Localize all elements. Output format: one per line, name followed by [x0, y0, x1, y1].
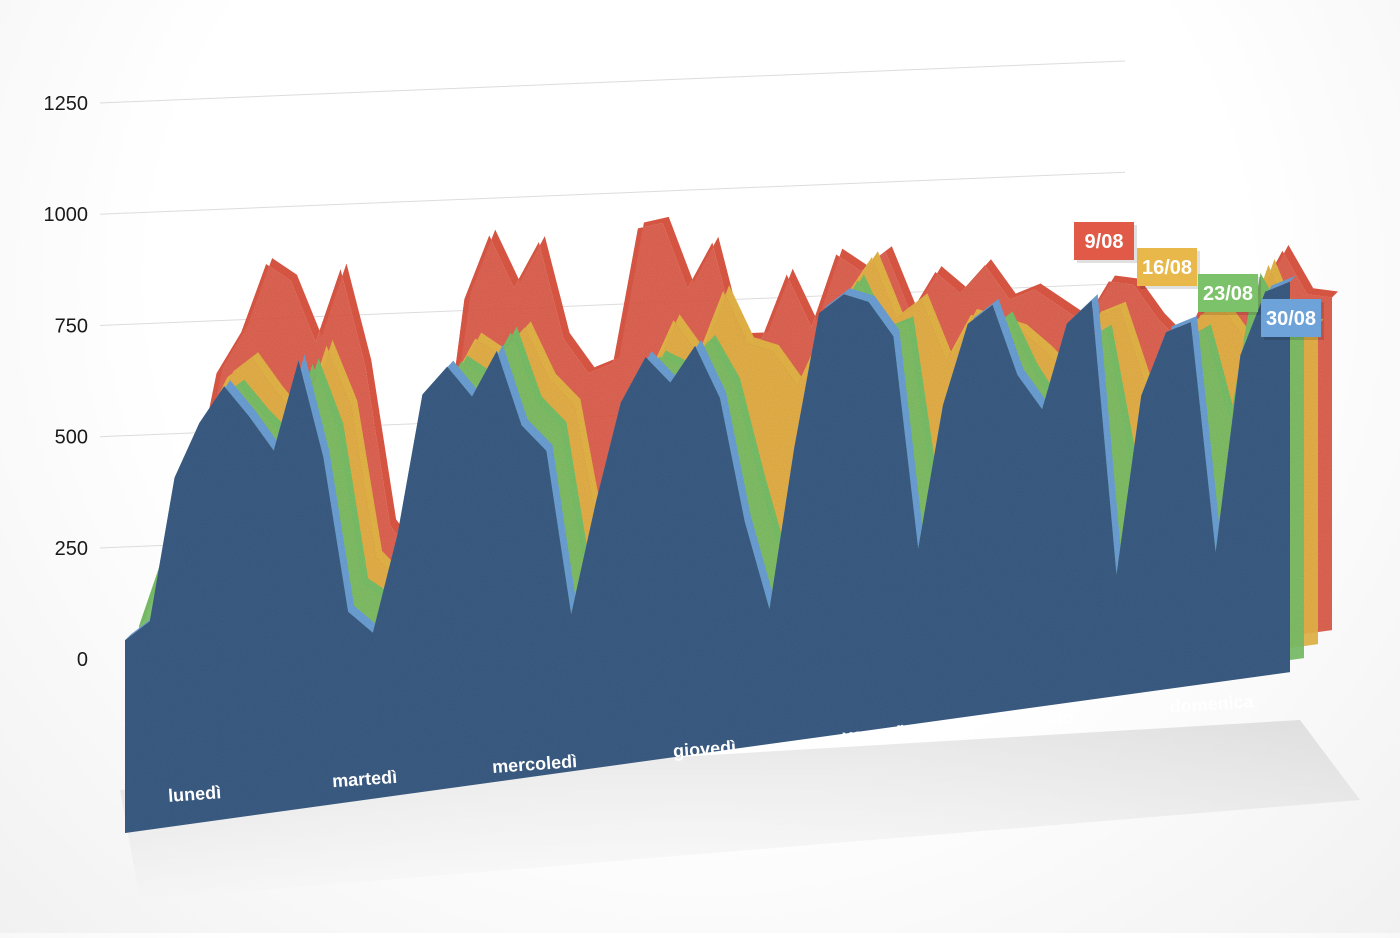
x-tick-label: martedì	[331, 767, 397, 791]
x-tick-label: domenica	[1169, 691, 1255, 717]
gridline	[99, 60, 1126, 104]
legend-swatch	[1074, 222, 1134, 260]
y-tick-label: 750	[55, 315, 88, 337]
y-tick-label: 1000	[44, 204, 89, 226]
legend-swatch	[1198, 274, 1258, 312]
y-tick-label: 1250	[44, 93, 89, 115]
legend-item: 30/08	[1261, 299, 1324, 340]
legend-item: 9/08	[1074, 222, 1137, 263]
legend-label: 23/08	[1203, 283, 1253, 305]
legend-label: 9/08	[1085, 231, 1124, 253]
series-edge-16/08	[153, 251, 1324, 604]
floor-shadow	[120, 720, 1360, 900]
x-tick-label: giovedì	[672, 737, 736, 761]
x-tick-label: venerdì	[842, 722, 907, 746]
legend-label: 16/08	[1142, 257, 1192, 279]
legend-item: 16/08	[1137, 248, 1200, 289]
x-tick-label: lunedì	[167, 782, 221, 806]
y-tick-label: 250	[55, 538, 88, 560]
legend-swatch	[1261, 299, 1321, 337]
x-tick-label: sabato	[1015, 707, 1074, 731]
legend-label: 30/08	[1266, 308, 1316, 330]
legend-item: 23/08	[1198, 274, 1261, 315]
gridline	[99, 171, 1126, 215]
legend-swatch	[1137, 248, 1197, 286]
y-tick-label: 0	[77, 649, 88, 671]
y-tick-label: 500	[55, 427, 88, 449]
series-area-30/08	[125, 281, 1290, 833]
